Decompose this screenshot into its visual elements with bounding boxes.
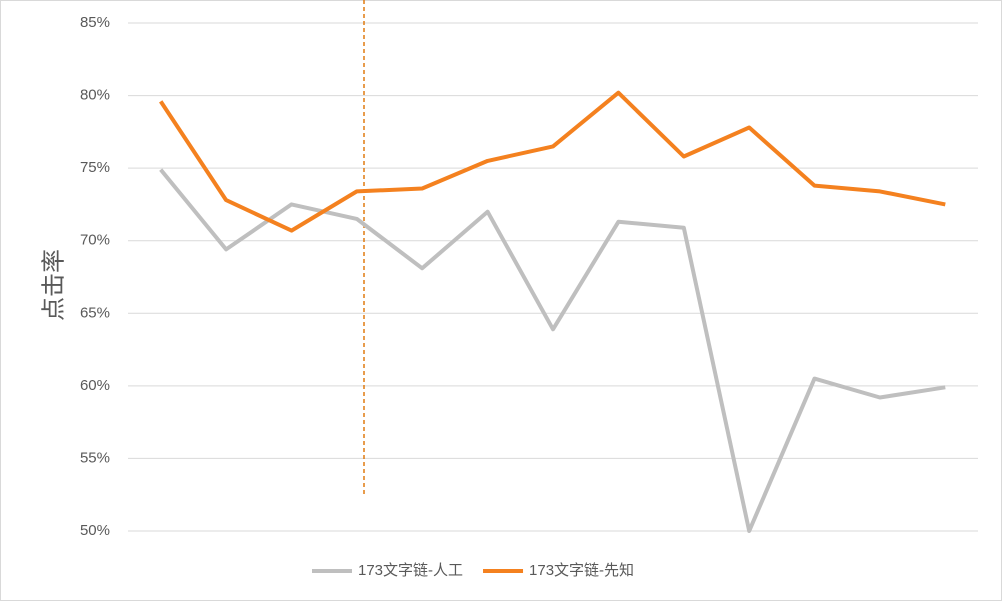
y-axis-title: 点击率 <box>40 249 67 321</box>
y-tick-label: 65% <box>80 304 110 321</box>
y-tick-label: 70% <box>80 232 110 249</box>
y-tick-label: 50% <box>80 522 110 539</box>
y-tick-label: 55% <box>80 449 110 466</box>
y-tick-label: 80% <box>80 87 110 104</box>
y-tick-label: 75% <box>80 159 110 176</box>
legend-label: 173文字链-人工 <box>358 562 463 579</box>
y-tick-label: 85% <box>80 14 110 31</box>
series-line <box>159 90 946 233</box>
series-line <box>159 168 946 533</box>
y-tick-label: 60% <box>80 377 110 394</box>
grid <box>128 22 978 532</box>
legend-label: 173文字链-先知 <box>529 562 634 579</box>
